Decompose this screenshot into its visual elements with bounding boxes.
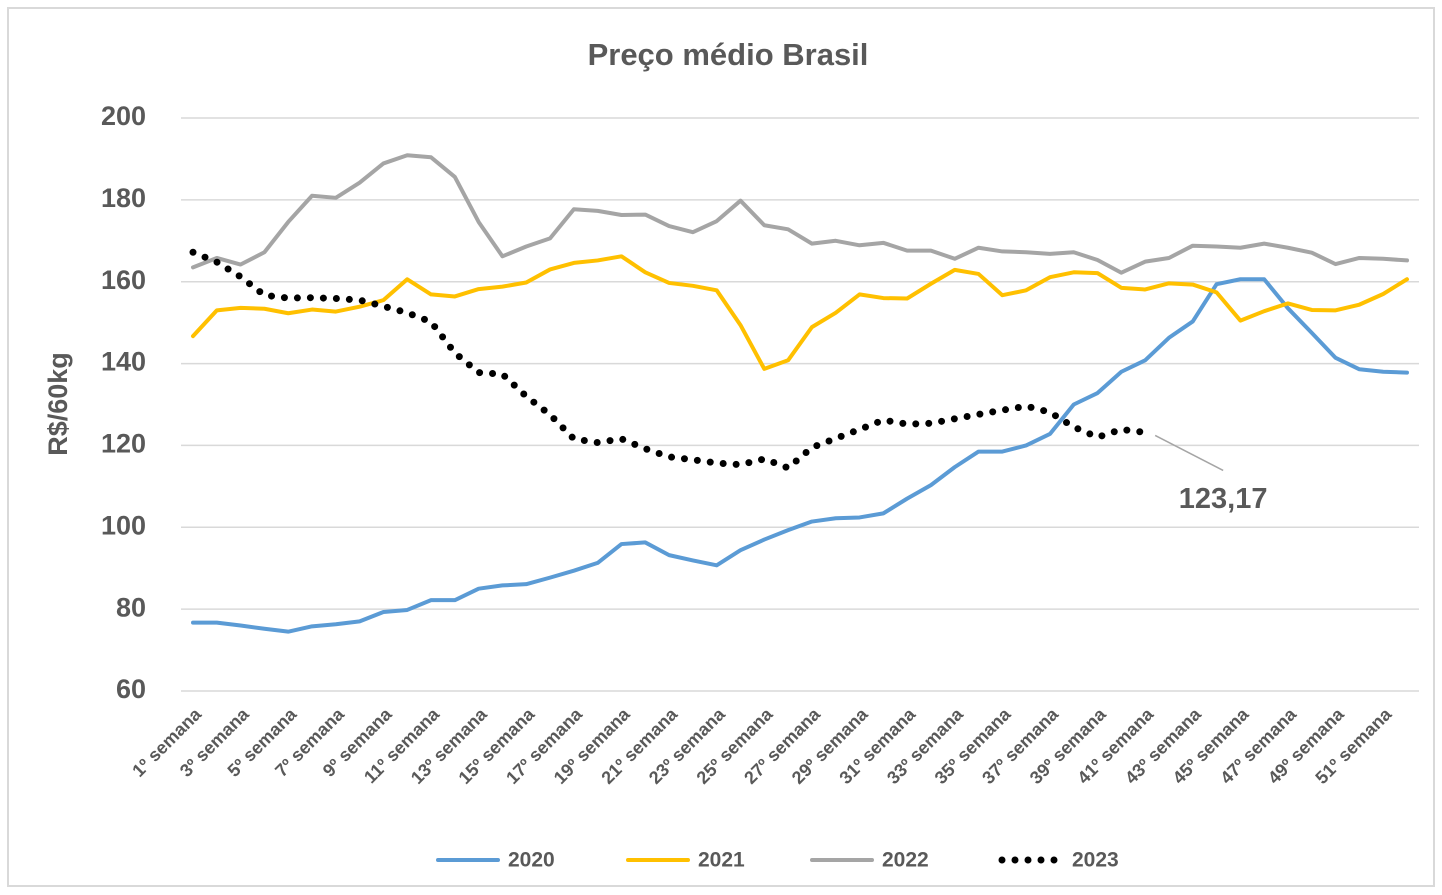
series-line	[191, 254, 1409, 371]
y-tick-label: 140	[101, 347, 146, 377]
y-tick-label: 160	[101, 265, 146, 295]
legend-label: 2020	[508, 849, 555, 872]
y-tick-label: 120	[101, 429, 146, 459]
leader-line	[1154, 434, 1224, 472]
y-tick-label: 200	[101, 101, 146, 131]
series-line	[191, 153, 1409, 275]
y-axis-label: R$/60kg	[43, 352, 73, 456]
y-tick-label: 60	[116, 674, 146, 704]
chart-frame	[7, 7, 1435, 887]
legend-label: 2022	[882, 849, 929, 872]
legend-label: 2021	[698, 849, 745, 872]
chart-title: Preço médio Brasil	[588, 37, 869, 72]
y-tick-label: 180	[101, 183, 146, 213]
legend-label: 2023	[1072, 849, 1119, 872]
series-line	[189, 248, 1149, 472]
y-tick-label: 100	[101, 510, 146, 540]
y-tick-label: 80	[116, 592, 146, 622]
series-line	[191, 277, 1409, 634]
data-label: 123,17	[1179, 483, 1268, 515]
